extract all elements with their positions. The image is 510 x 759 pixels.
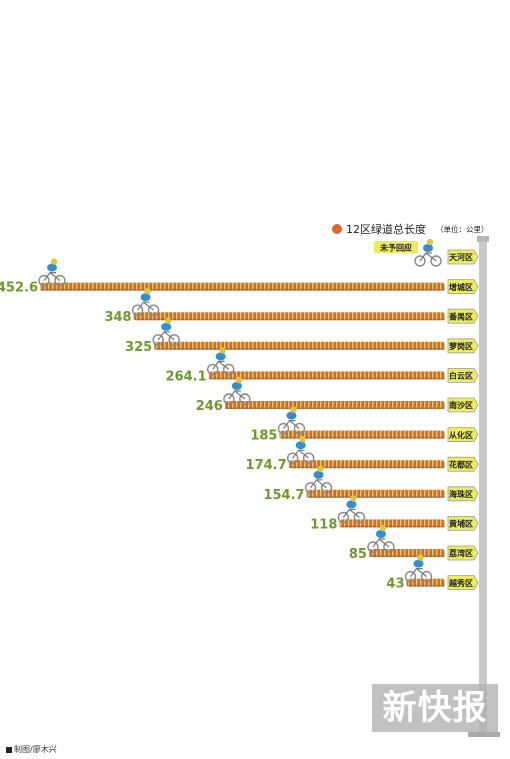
district-sign (447, 575, 479, 590)
value-label: 325 (125, 340, 152, 355)
bicycle-icon (131, 288, 160, 316)
district-sign (447, 368, 479, 383)
district-label: 番禺区 (448, 311, 473, 321)
value-label: 452.6 (0, 281, 38, 296)
bar (133, 312, 446, 321)
bar-shadow (208, 377, 445, 380)
value-label: 43 (386, 577, 404, 592)
bicycle-icon (223, 376, 251, 405)
value-label: 264.1 (166, 369, 207, 384)
footer-credit: 制图/廖木兴 (6, 744, 57, 755)
value-label: 348 (104, 310, 131, 325)
bar-shadow (288, 466, 445, 469)
district-sign (447, 279, 479, 294)
bar (368, 549, 445, 557)
credit-text: 制图/廖木兴 (14, 745, 57, 754)
legend-dot (332, 224, 342, 234)
district-sign (447, 397, 479, 413)
bar-shadow (40, 289, 445, 291)
bar (306, 489, 445, 498)
district-sign (447, 249, 479, 265)
bicycle-icon (304, 465, 333, 494)
district-label: 荔湾区 (448, 548, 473, 558)
district-sign (447, 427, 479, 442)
district-label: 南沙区 (449, 400, 473, 410)
district-sign (447, 338, 479, 354)
district-sign (447, 308, 479, 324)
district-sign (447, 486, 479, 502)
square-icon (6, 746, 12, 753)
bicycle-icon (414, 238, 442, 267)
bicycle-icon (367, 524, 395, 553)
district-sign (447, 456, 479, 472)
district-label: 增城区 (449, 282, 473, 292)
district-label: 从化区 (449, 430, 473, 440)
xinkuaibao-logo: 新快报 (372, 684, 498, 732)
bar-shadow (306, 496, 445, 498)
bar (40, 282, 445, 291)
value-label: 174.7 (246, 458, 287, 473)
bar-shadow (224, 407, 445, 409)
bar (288, 460, 445, 469)
bicycle-icon (38, 258, 66, 287)
bar (208, 371, 445, 380)
unit-note: （单位：公里） (436, 224, 489, 234)
value-label: 85 (349, 547, 367, 562)
bar-shadow (133, 318, 446, 321)
bar-shadow (368, 555, 445, 557)
bicycle-icon (206, 347, 235, 376)
signpost-pole-top (477, 236, 489, 242)
district-sign (447, 516, 479, 531)
signpost-pole-base (468, 732, 500, 737)
district-label: 萝岗区 (449, 341, 473, 351)
signpost-pole (479, 240, 487, 734)
district-label: 白云区 (449, 371, 473, 381)
chart-title: 12区绿道总长度 (346, 222, 426, 236)
district-label: 越秀区 (448, 578, 473, 588)
bar (279, 430, 445, 439)
bar (339, 519, 445, 528)
bar-shadow (339, 525, 445, 528)
bar (224, 401, 445, 409)
bar (154, 341, 445, 350)
district-label: 天河区 (449, 252, 473, 262)
district-sign (447, 545, 479, 561)
district-label: 黄埔区 (449, 519, 473, 529)
bar-shadow (279, 437, 445, 439)
value-label: 185 (250, 429, 277, 444)
bar-shadow (406, 585, 445, 587)
bicycle-icon (337, 495, 366, 524)
bicycle-icon (152, 317, 180, 346)
value-label: 154.7 (263, 488, 304, 503)
bar-shadow (154, 348, 445, 350)
district-label: 海珠区 (449, 489, 473, 499)
value-label: 118 (310, 517, 337, 532)
district-label: 花都区 (449, 459, 473, 469)
bar (406, 578, 445, 587)
value-label: 246 (196, 399, 223, 414)
bicycle-icon (286, 436, 315, 464)
bicycle-icon (277, 406, 306, 435)
bicycle-icon (404, 554, 433, 583)
no-reply-label: 未予回应 (379, 243, 412, 253)
no-reply-tag (374, 241, 418, 253)
